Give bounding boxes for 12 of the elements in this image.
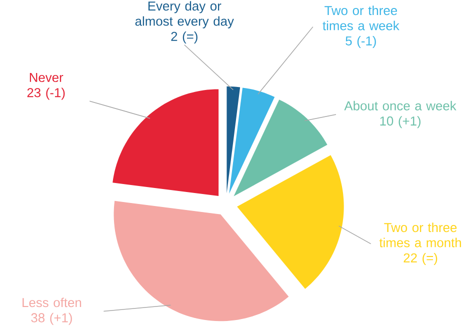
data-label: 5 (-1) bbox=[346, 36, 376, 48]
slice-label: Never bbox=[30, 73, 64, 82]
slice-label: Every day or almost every day bbox=[135, 1, 234, 28]
data-label: 38 (+1) bbox=[31, 312, 72, 325]
slice-label: About once a week bbox=[344, 100, 456, 110]
data-label: 10 (+1) bbox=[380, 116, 421, 128]
data-label: 2 (=) bbox=[171, 31, 198, 44]
slice-label: Less often bbox=[22, 298, 82, 308]
data-label: 22 (=) bbox=[404, 252, 438, 266]
slice-label: Two or three times a month bbox=[379, 222, 461, 248]
data-label: 23 (-1) bbox=[27, 88, 65, 100]
slice-label: Two or three times a week bbox=[322, 6, 400, 30]
